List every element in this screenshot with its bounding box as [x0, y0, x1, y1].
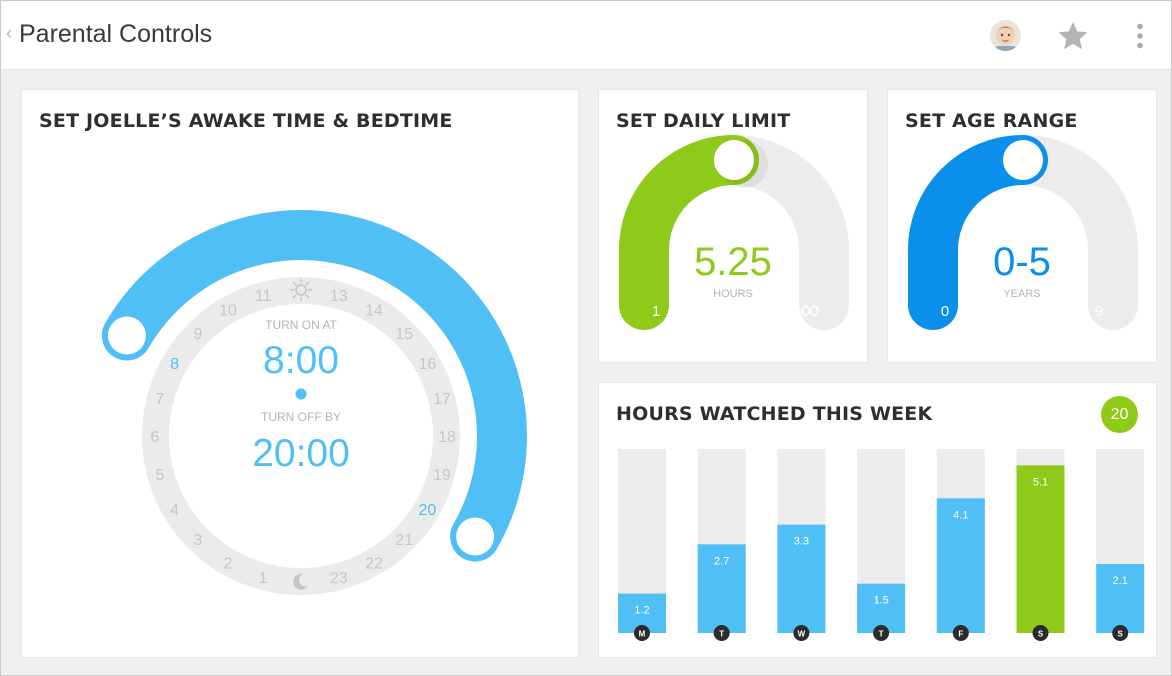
hour-label: 15: [395, 326, 413, 343]
age-range-title: SET AGE RANGE: [905, 110, 1078, 132]
turn-on-label: TURN ON AT: [265, 318, 337, 332]
awake-time-arc[interactable]: [101, 209, 528, 562]
back-chevron-icon[interactable]: ‹: [6, 23, 12, 43]
hour-label: 17: [433, 391, 451, 408]
daily-limit-title: SET DAILY LIMIT: [616, 110, 791, 132]
day-label: W: [798, 630, 806, 639]
age-range-value: 0-5: [993, 240, 1051, 284]
age-range-handle[interactable]: [1003, 140, 1043, 180]
hour-label: 2: [224, 555, 233, 572]
weekly-hours-chart: 1.2 M 2.7 T 3.3 W 1.5 T 4.1 F 5.1 S 2.1 S: [618, 449, 1145, 641]
hour-label: 4: [170, 502, 179, 519]
bar-6[interactable]: [1096, 564, 1145, 633]
hour-label: 13: [330, 288, 348, 305]
day-marker: [713, 625, 730, 641]
day-label: T: [719, 630, 724, 639]
hour-dial-center: [169, 304, 433, 568]
day-marker: [952, 625, 969, 641]
day-marker: [634, 625, 650, 641]
bar-value-label: 2.7: [714, 555, 729, 567]
hour-label: 21: [395, 532, 413, 549]
star-icon[interactable]: [1057, 21, 1089, 51]
day-label: T: [879, 630, 884, 639]
turn-on-time: 8:00: [263, 339, 339, 382]
bar-1[interactable]: [697, 544, 746, 633]
more-vertical-icon[interactable]: [1135, 23, 1145, 49]
center-dot: [295, 388, 307, 400]
bar-5[interactable]: [1016, 465, 1065, 633]
day-marker: [873, 625, 890, 641]
page-title: Parental Controls: [19, 20, 213, 48]
bar-2[interactable]: [777, 524, 826, 633]
hour-label: 23: [330, 570, 348, 587]
bar-value-label: 1.2: [634, 605, 649, 617]
bar-4[interactable]: [936, 498, 985, 633]
hour-label: 14: [365, 303, 383, 320]
daily-limit-max: ∞: [800, 294, 820, 325]
child-avatar-icon[interactable]: [990, 20, 1021, 51]
weekly-total-badge: 20: [1101, 396, 1138, 433]
daily-limit-min: 1: [652, 303, 660, 320]
day-label: S: [1038, 630, 1044, 639]
daily-limit-handle[interactable]: [714, 140, 754, 180]
weekly-hours-title: HOURS WATCHED THIS WEEK: [616, 403, 933, 425]
sun-icon: [289, 278, 313, 302]
hour-label: 7: [156, 391, 165, 408]
bar-value-label: 1.5: [873, 595, 888, 607]
day-marker: [1112, 625, 1129, 641]
day-marker: [1032, 625, 1049, 641]
daily-limit-unit: HOURS: [713, 288, 753, 300]
hour-label: 22: [365, 555, 383, 572]
bar-value-label: 2.1: [1113, 575, 1128, 587]
sleep-schedule-title: SET JOELLE’S AWAKE TIME & BEDTIME: [39, 110, 453, 132]
bar-3[interactable]: [857, 583, 906, 633]
hour-label: 9: [193, 326, 202, 343]
hour-label: 18: [438, 429, 456, 446]
day-marker: [793, 625, 810, 641]
turn-off-time: 20:00: [252, 432, 350, 475]
hour-label: 16: [419, 356, 437, 373]
day-label: F: [958, 630, 963, 639]
daily-limit-card: SET DAILY LIMIT 5.25 HOURS 1 ∞: [598, 89, 868, 363]
hour-label: 20: [419, 502, 437, 519]
weekly-hours-card: HOURS WATCHED THIS WEEK 20 1.2 M 2.7 T 3.3 W 1…: [598, 382, 1157, 658]
hour-label: 6: [151, 429, 160, 446]
age-range-min: 0: [941, 303, 949, 320]
bar-value-label: 3.3: [794, 536, 809, 548]
hour-label: 19: [433, 467, 451, 484]
age-range-card: SET AGE RANGE 0-5 YEARS 0 9: [887, 89, 1157, 363]
hour-label: 5: [156, 467, 165, 484]
bar-value-label: 4.1: [953, 509, 968, 521]
hour-label: 1: [259, 570, 268, 587]
bedtime-handle[interactable]: [456, 517, 495, 556]
hour-label: 8: [170, 356, 179, 373]
top-bar: ‹ Parental Controls: [1, 1, 1171, 70]
moon-icon: [293, 573, 308, 590]
bar-value-label: 5.1: [1033, 476, 1048, 488]
hour-label: 10: [219, 303, 237, 320]
age-range-max: 9: [1095, 303, 1103, 320]
age-range-unit: YEARS: [1003, 288, 1040, 300]
hour-label: 11: [255, 288, 272, 305]
daily-limit-value: 5.25: [694, 240, 772, 284]
turn-off-label: TURN OFF BY: [261, 410, 341, 424]
day-label: M: [639, 630, 646, 639]
day-label: S: [1118, 630, 1124, 639]
hour-label: 3: [193, 532, 202, 549]
awake-time-handle[interactable]: [107, 316, 146, 355]
